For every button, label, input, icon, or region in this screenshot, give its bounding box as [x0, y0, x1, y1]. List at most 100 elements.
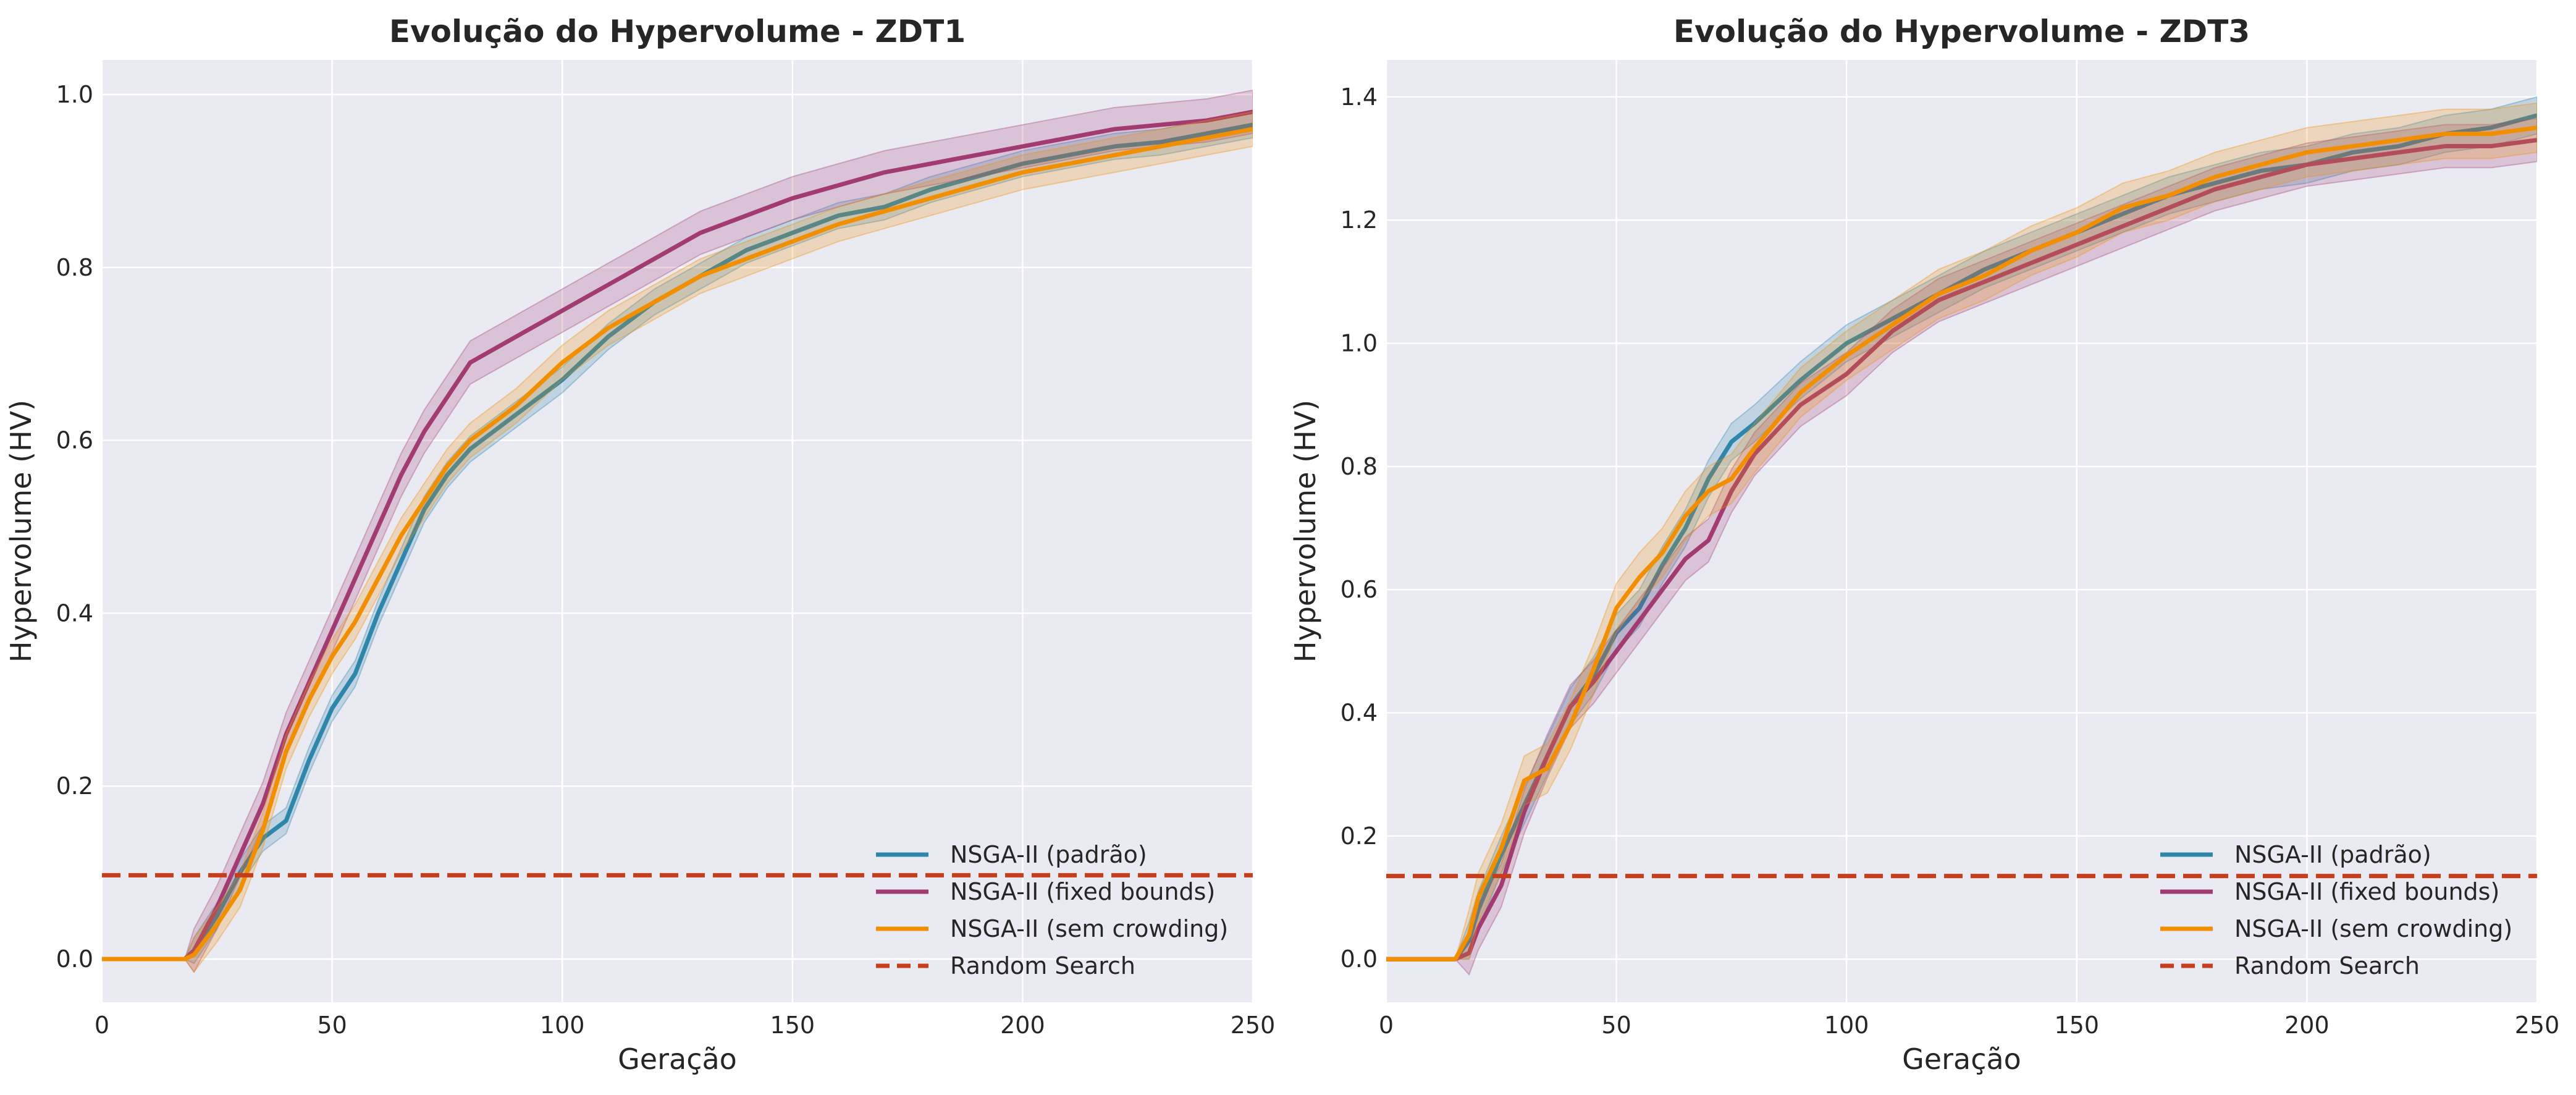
y-tick-label: 0.8 [56, 254, 93, 281]
x-tick-label: 150 [770, 1012, 815, 1039]
data-point [183, 958, 186, 960]
data-point [1113, 128, 1116, 130]
x-tick-label: 200 [1000, 1012, 1045, 1039]
legend-label: NSGA-II (sem crowding) [2234, 915, 2512, 942]
data-point [377, 612, 379, 614]
y-axis-label: Hypervolume (HV) [4, 400, 38, 662]
y-tick-label: 0.6 [1341, 576, 1378, 603]
x-tick-label: 250 [2515, 1012, 2560, 1039]
series-line-2 [1386, 125, 2537, 962]
y-tick-label: 0.2 [1341, 822, 1378, 850]
data-point [285, 819, 287, 822]
data-point [1753, 447, 1756, 449]
data-point [1160, 124, 1162, 126]
series-line-0 [102, 122, 1253, 962]
x-tick-label: 100 [540, 1012, 585, 1039]
data-point [1684, 515, 1686, 517]
data-point [331, 707, 334, 709]
data-point [837, 184, 840, 187]
data-point [1021, 145, 1024, 148]
data-point [607, 284, 610, 286]
x-tick-label: 150 [2055, 1012, 2100, 1039]
data-point [1937, 293, 1940, 295]
data-point [262, 828, 264, 831]
data-point [1500, 847, 1502, 850]
data-point [1707, 539, 1710, 541]
data-point [2260, 163, 2262, 166]
data-point [1615, 650, 1618, 653]
data-point [262, 802, 264, 805]
data-point [1477, 897, 1480, 899]
data-point [2536, 127, 2538, 129]
data-point [745, 258, 747, 260]
series-line-2 [102, 127, 1253, 962]
data-point [1684, 557, 1686, 560]
data-point [1845, 354, 1848, 357]
data-point [1021, 171, 1024, 174]
data-point [1113, 154, 1116, 156]
data-point [2397, 139, 2400, 142]
series-band-1 [102, 89, 1253, 973]
legend: NSGA-II (padrão) NSGA-II (fixed bounds) NS… [876, 841, 1228, 979]
data-point [1638, 619, 1641, 622]
x-axis-label: Geração [618, 1042, 737, 1076]
data-point [2029, 250, 2032, 252]
data-point [1067, 163, 1070, 165]
y-tick-label: 0.2 [56, 772, 93, 800]
data-point [400, 534, 402, 536]
data-point [1892, 324, 1894, 326]
data-point [331, 655, 334, 657]
data-point [423, 431, 426, 433]
y-tick-label: 0.0 [1341, 945, 1378, 973]
series-line-1 [102, 109, 1253, 962]
legend-label: Random Search [950, 952, 1135, 979]
data-point [239, 889, 242, 891]
data-point [2352, 145, 2354, 148]
data-point [2076, 231, 2078, 234]
data-point [883, 171, 886, 174]
data-point [837, 223, 840, 226]
data-point [975, 184, 978, 187]
data-point [331, 629, 334, 632]
data-point [929, 163, 932, 165]
legend-label: NSGA-II (fixed bounds) [2234, 878, 2499, 905]
data-point [1799, 391, 1802, 394]
data-point [1592, 669, 1594, 671]
chart-title: Evolução do Hypervolume - ZDT1 [389, 14, 966, 49]
data-point [1730, 478, 1733, 480]
data-point [1661, 551, 1664, 554]
data-point [1569, 724, 1572, 726]
data-point [653, 301, 655, 303]
y-tick-label: 0.8 [1341, 453, 1378, 480]
data-point [883, 210, 886, 213]
data-point [377, 577, 379, 580]
data-point [699, 275, 702, 277]
data-point [446, 396, 448, 399]
data-point [975, 154, 978, 156]
legend-label: NSGA-II (padrão) [950, 841, 1147, 868]
data-point [1523, 810, 1526, 813]
data-point [377, 526, 379, 528]
data-point [193, 953, 195, 956]
data-point [1468, 933, 1470, 936]
x-tick-label: 50 [1601, 1012, 1631, 1039]
x-tick-label: 50 [317, 1012, 347, 1039]
data-point [354, 672, 356, 675]
data-point [2168, 194, 2170, 197]
data-point [1160, 145, 1162, 148]
data-point [354, 620, 356, 623]
data-point [1730, 441, 1733, 443]
data-point [446, 465, 448, 468]
x-tick-label: 0 [95, 1012, 109, 1039]
data-point [699, 232, 702, 234]
legend-label: NSGA-II (padrão) [2234, 841, 2431, 868]
data-point [1707, 490, 1710, 493]
data-layer [1386, 96, 2538, 976]
data-point [561, 361, 563, 364]
series-band-2 [1386, 102, 2537, 960]
chart-title: Evolução do Hypervolume - ZDT3 [1673, 14, 2250, 49]
y-tick-label: 0.6 [56, 427, 93, 454]
y-tick-label: 1.0 [1341, 329, 1378, 357]
